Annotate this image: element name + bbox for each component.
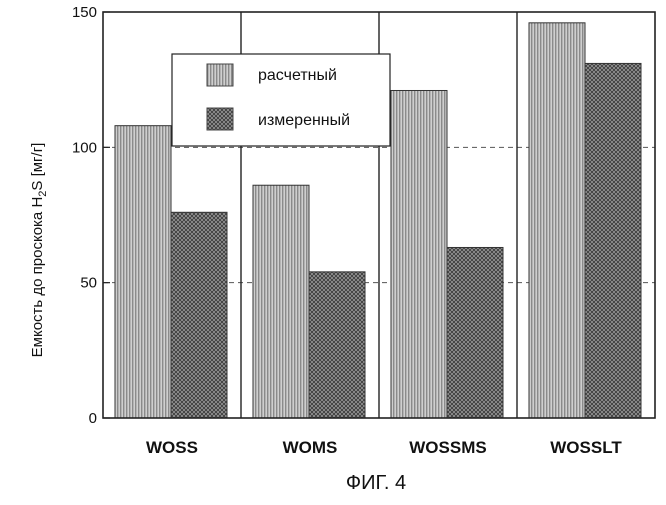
bar-wosslt-series-1	[585, 63, 641, 418]
category-label-woms: WOMS	[283, 438, 338, 457]
legend-label-measured: измеренный	[258, 112, 350, 129]
bar-wosslt-series-0	[529, 23, 585, 418]
y-axis-ticks: 0 50 100 150	[72, 4, 110, 427]
y-tick-label-2: 100	[72, 139, 97, 156]
figure-caption: ФИГ. 4	[346, 472, 406, 494]
category-label-wosslt: WOSSLT	[550, 438, 622, 457]
bar-wossms-series-0	[391, 90, 447, 418]
bar-wossms-series-1	[447, 247, 503, 418]
legend-label-calculated: расчетный	[258, 67, 337, 84]
y-tick-label-3: 150	[72, 4, 97, 21]
y-axis-label-pre: Емкость до проскока H	[29, 197, 46, 358]
legend-swatch-measured	[207, 108, 233, 130]
category-label-woss: WOSS	[146, 438, 198, 457]
y-axis-label: Емкость до проскока H2S [мг/г]	[29, 143, 49, 358]
legend: расчетный измеренный	[172, 54, 390, 146]
y-axis-label-post: S [мг/г]	[29, 143, 46, 191]
y-tick-label-1: 50	[80, 275, 97, 292]
x-axis-categories: WOSS WOMS WOSSMS WOSSLT	[146, 438, 622, 457]
bar-woss-series-1	[171, 212, 227, 418]
bar-woms-series-1	[309, 272, 365, 418]
bar-woms-series-0	[253, 185, 309, 418]
category-label-wossms: WOSSMS	[409, 438, 486, 457]
bar-woss-series-0	[115, 126, 171, 418]
legend-swatch-calculated	[207, 64, 233, 86]
y-tick-label-0: 0	[89, 410, 97, 427]
